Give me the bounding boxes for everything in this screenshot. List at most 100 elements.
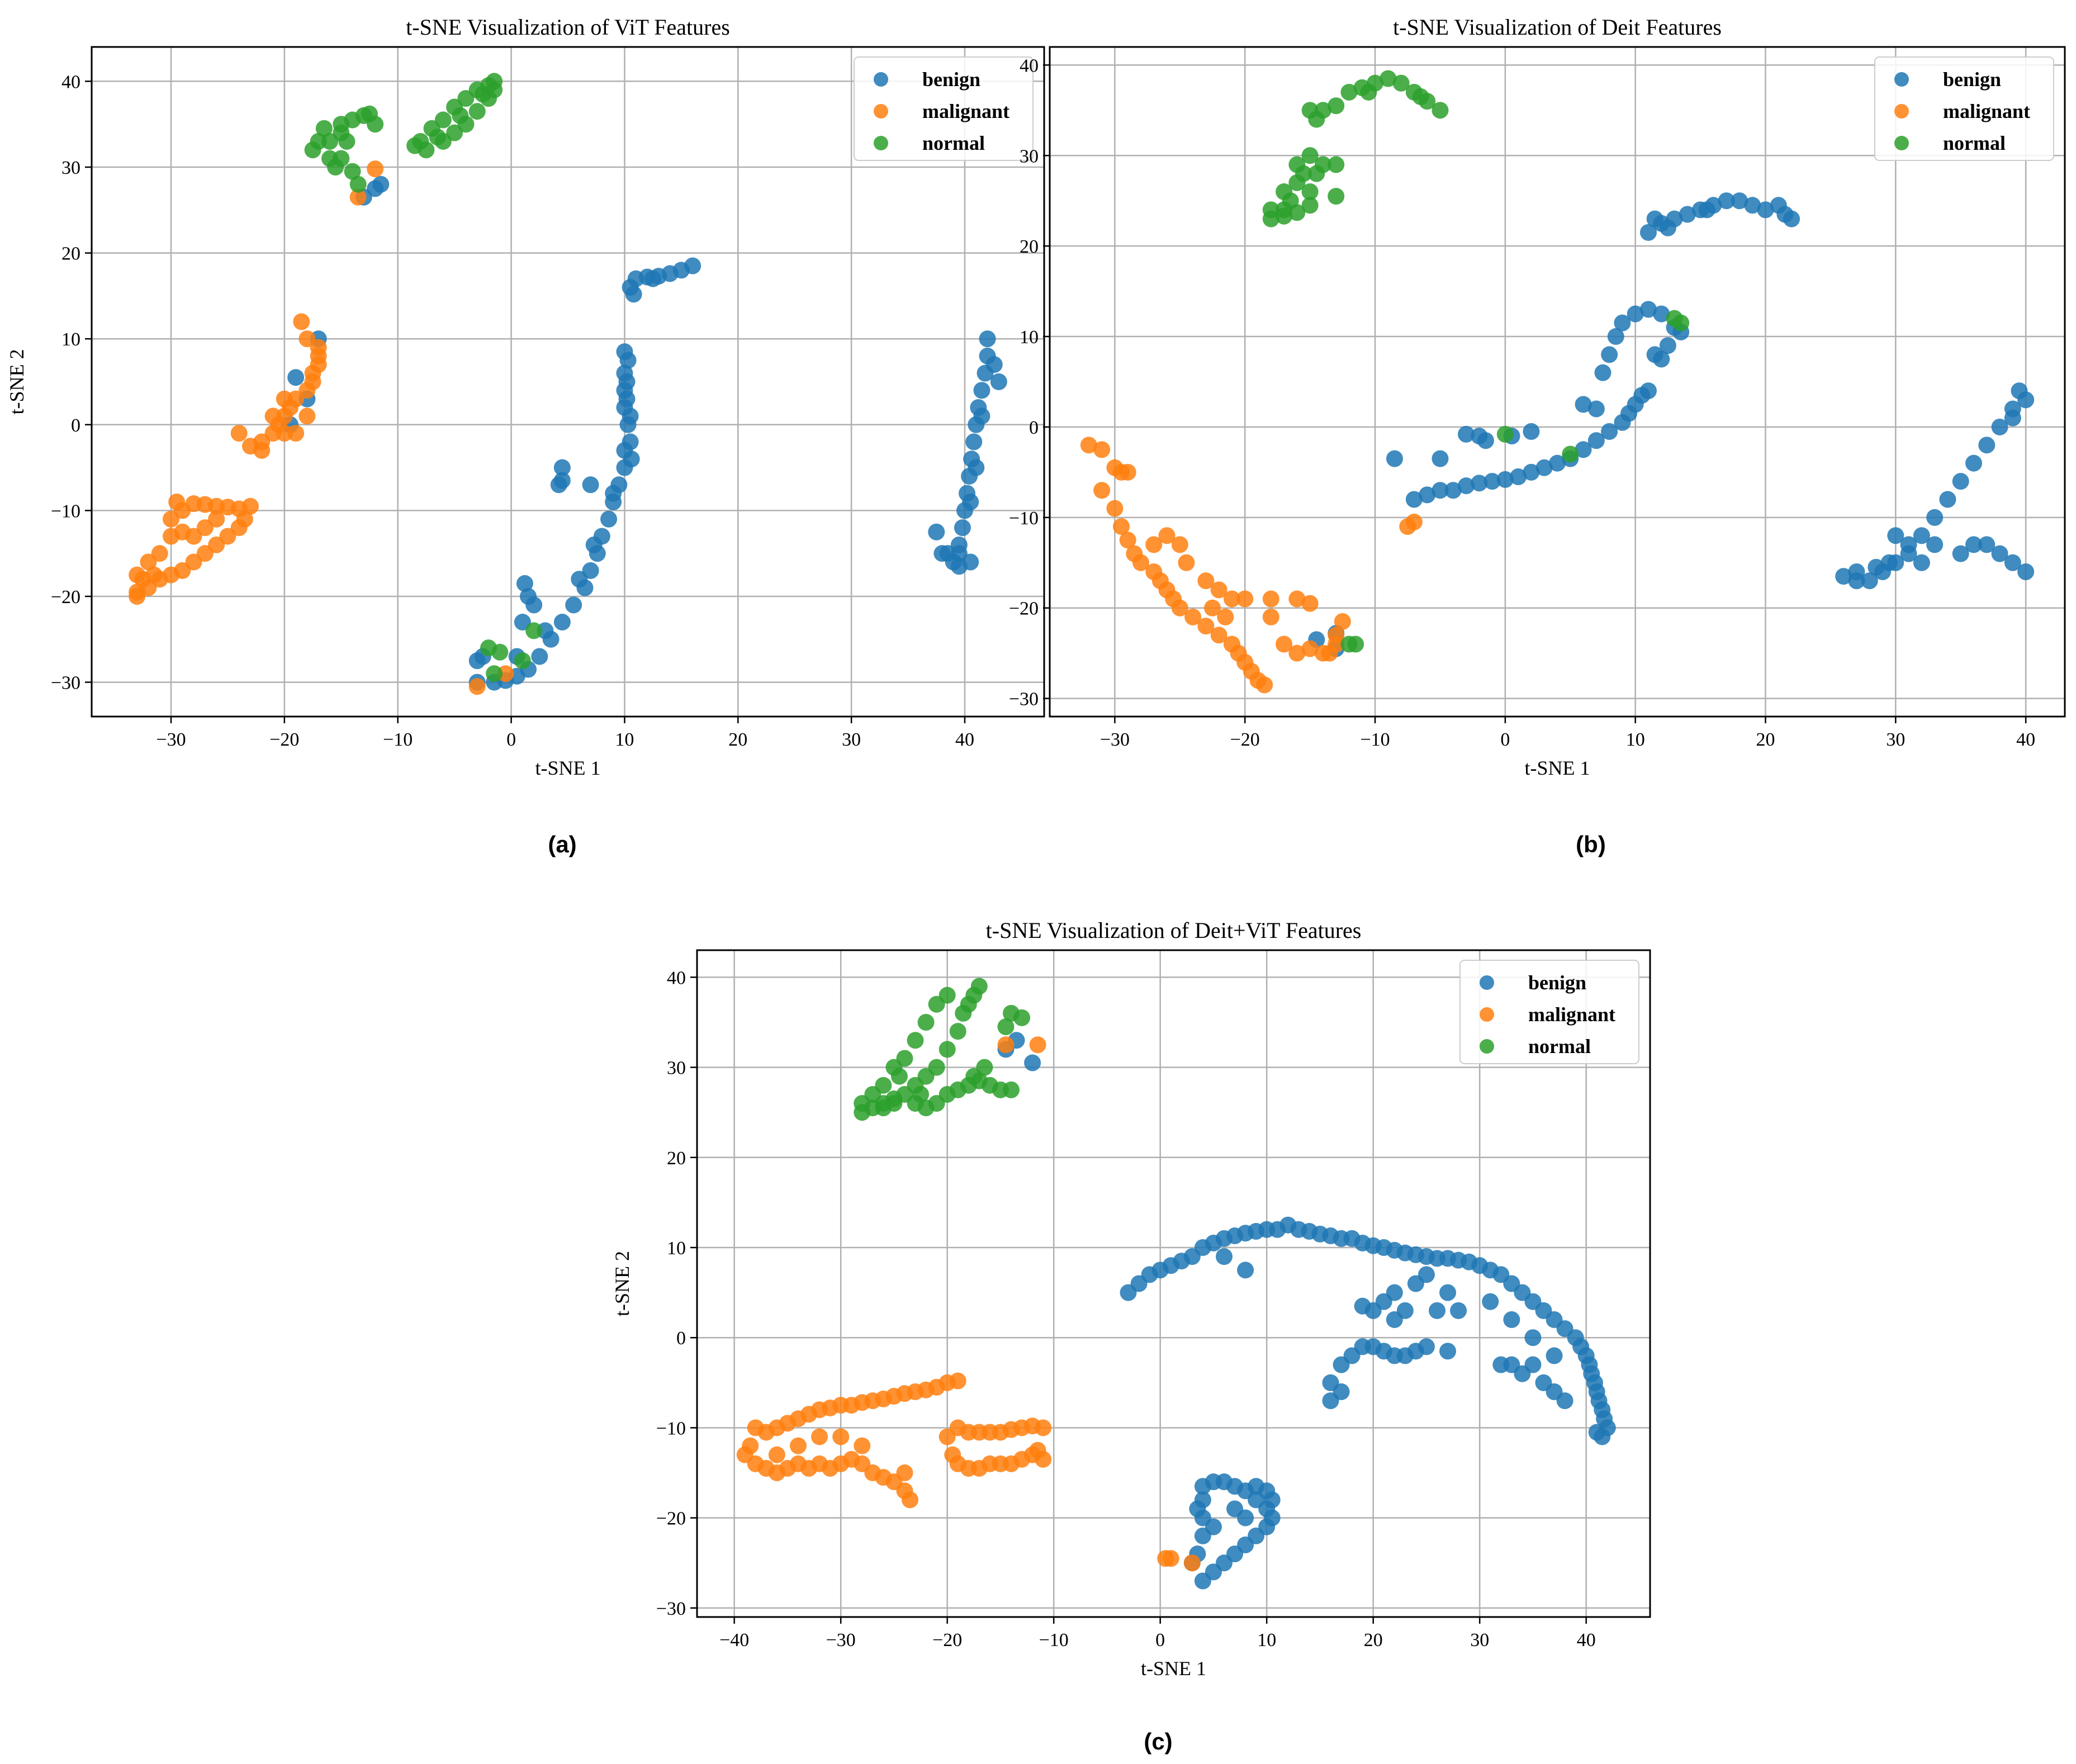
point-benign (1450, 1302, 1467, 1319)
x-tick-label: −20 (1230, 729, 1260, 750)
y-tick-label: −30 (1009, 689, 1039, 710)
legend-marker-malignant (874, 104, 888, 118)
legend-entry-malignant: malignant (1943, 100, 2030, 122)
point-normal (327, 159, 344, 176)
point-malignant (1106, 500, 1124, 517)
point-benign (1503, 1311, 1520, 1328)
x-tick-label: 40 (2016, 729, 2035, 750)
point-normal (315, 120, 333, 137)
legend-entry-normal: normal (1943, 132, 2006, 154)
point-benign (928, 523, 945, 540)
point-benign (1471, 428, 1488, 445)
point-benign (1594, 364, 1611, 381)
point-malignant (1132, 554, 1149, 571)
point-malignant (1157, 1550, 1174, 1567)
point-benign (1848, 563, 1865, 580)
point-normal (514, 652, 531, 670)
x-tick-label: 20 (728, 729, 747, 750)
y-tick-label: −20 (51, 587, 80, 608)
point-malignant (208, 510, 225, 528)
point-benign (1418, 1266, 1435, 1283)
point-benign (514, 614, 531, 631)
legend-marker-normal (1480, 1039, 1494, 1054)
point-normal (321, 132, 338, 150)
point-normal (939, 1041, 956, 1058)
point-benign (1405, 491, 1423, 508)
point-normal (1340, 83, 1358, 101)
y-tick-label: 0 (1029, 418, 1039, 438)
point-benign (1556, 1392, 1573, 1410)
point-benign (600, 510, 618, 528)
point-benign (1744, 197, 1761, 214)
point-benign (973, 407, 990, 425)
point-malignant (1223, 590, 1240, 608)
x-tick-label: −30 (826, 1630, 856, 1651)
point-benign (965, 433, 983, 451)
point-malignant (902, 1491, 919, 1509)
point-benign (1887, 527, 1904, 544)
point-benign (616, 442, 633, 459)
point-normal (1262, 201, 1279, 219)
point-benign (1386, 450, 1403, 467)
point-benign (619, 352, 637, 369)
point-normal (965, 1068, 983, 1085)
point-malignant (768, 1446, 785, 1463)
panel-label: (b) (1576, 831, 1606, 857)
point-benign (582, 476, 599, 494)
point-malignant (163, 528, 179, 545)
point-normal (1308, 111, 1325, 128)
point-benign (571, 571, 588, 588)
point-malignant (1158, 527, 1176, 544)
point-malignant (1217, 608, 1234, 625)
x-tick-label: −40 (719, 1630, 749, 1651)
point-benign (1549, 454, 1566, 472)
point-benign (582, 562, 599, 579)
legend-box (1874, 56, 2054, 161)
y-tick-label: 10 (1020, 327, 1039, 348)
point-malignant (1334, 613, 1351, 630)
point-benign (2017, 391, 2035, 409)
point-benign (585, 536, 603, 553)
legend-marker-normal (1894, 136, 1909, 150)
point-malignant (997, 1036, 1015, 1054)
point-malignant (185, 528, 202, 545)
point-benign (553, 459, 571, 476)
point-benign (1880, 554, 1898, 571)
point-normal (1328, 188, 1345, 205)
chart-title: t-SNE Visualization of ViT Features (406, 15, 730, 40)
point-normal (1288, 156, 1306, 173)
point-malignant (1288, 644, 1306, 662)
y-tick-label: 10 (61, 329, 80, 350)
point-benign (1653, 305, 1670, 323)
point-benign (1432, 450, 1449, 467)
y-tick-label: 20 (61, 244, 80, 264)
point-benign (1861, 572, 1878, 590)
point-malignant (949, 1372, 966, 1390)
legend-entry-benign: benign (1528, 971, 1586, 994)
point-benign (1939, 491, 1956, 508)
legend-entry-normal: normal (1528, 1035, 1591, 1058)
point-normal (1328, 156, 1345, 173)
point-benign (1458, 477, 1475, 495)
point-malignant (896, 1464, 913, 1482)
point-malignant (1119, 463, 1136, 481)
x-tick-label: −10 (383, 729, 413, 750)
y-tick-label: 0 (676, 1328, 686, 1349)
point-benign (1386, 1284, 1403, 1301)
x-axis-label: t-SNE 1 (1525, 757, 1590, 779)
point-normal (907, 1032, 924, 1049)
point-normal (429, 129, 446, 146)
point-malignant (1197, 572, 1215, 590)
point-normal (1432, 102, 1449, 119)
point-normal (452, 107, 469, 124)
y-tick-label: −10 (51, 501, 80, 521)
x-tick-label: −10 (1360, 729, 1390, 750)
point-benign (1439, 1343, 1457, 1360)
legend-marker-normal (874, 136, 888, 150)
point-benign (1587, 400, 1605, 418)
y-tick-label: 10 (667, 1238, 686, 1259)
point-malignant (854, 1437, 871, 1454)
point-malignant (789, 1437, 807, 1454)
point-benign (1965, 454, 1983, 472)
point-benign (1835, 568, 1852, 585)
